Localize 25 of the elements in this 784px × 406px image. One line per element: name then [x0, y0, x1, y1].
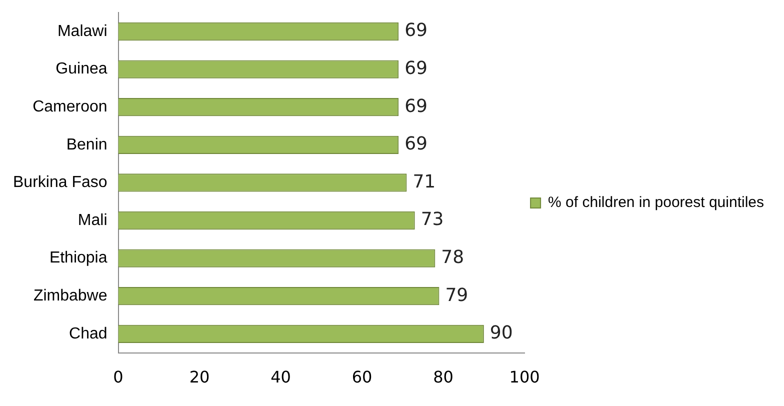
- y-tick-label: Benin: [66, 136, 108, 154]
- data-label: 69: [404, 134, 428, 155]
- x-tick-label: 100: [509, 368, 540, 387]
- y-tick-label: Zimbabwe: [33, 288, 108, 305]
- x-tick-label: 40: [270, 368, 291, 387]
- data-label: 69: [404, 20, 428, 42]
- data-label: 69: [404, 96, 428, 117]
- data-label: 73: [420, 209, 444, 230]
- y-tick-label: Mali: [78, 212, 108, 229]
- legend-label: % of children in poorest quintiles: [548, 194, 764, 212]
- x-tick-label: 60: [352, 368, 372, 387]
- data-label: 78: [441, 246, 464, 268]
- data-label: 71: [412, 171, 436, 192]
- y-tick-label: Ethiopia: [49, 250, 108, 267]
- y-tick-label: Chad: [69, 325, 108, 342]
- y-tick-label: Guinea: [56, 60, 108, 78]
- y-tick-label: Burkina Faso: [13, 174, 108, 192]
- y-tick-label: Malawi: [57, 22, 108, 40]
- data-label: 90: [490, 322, 513, 344]
- data-label: 69: [404, 58, 428, 79]
- x-tick-label: 0: [113, 368, 124, 387]
- y-tick-label: Cameroon: [32, 98, 108, 116]
- x-tick-label: 20: [189, 368, 210, 387]
- data-label: 79: [445, 284, 468, 306]
- x-tick-label: 80: [433, 368, 454, 387]
